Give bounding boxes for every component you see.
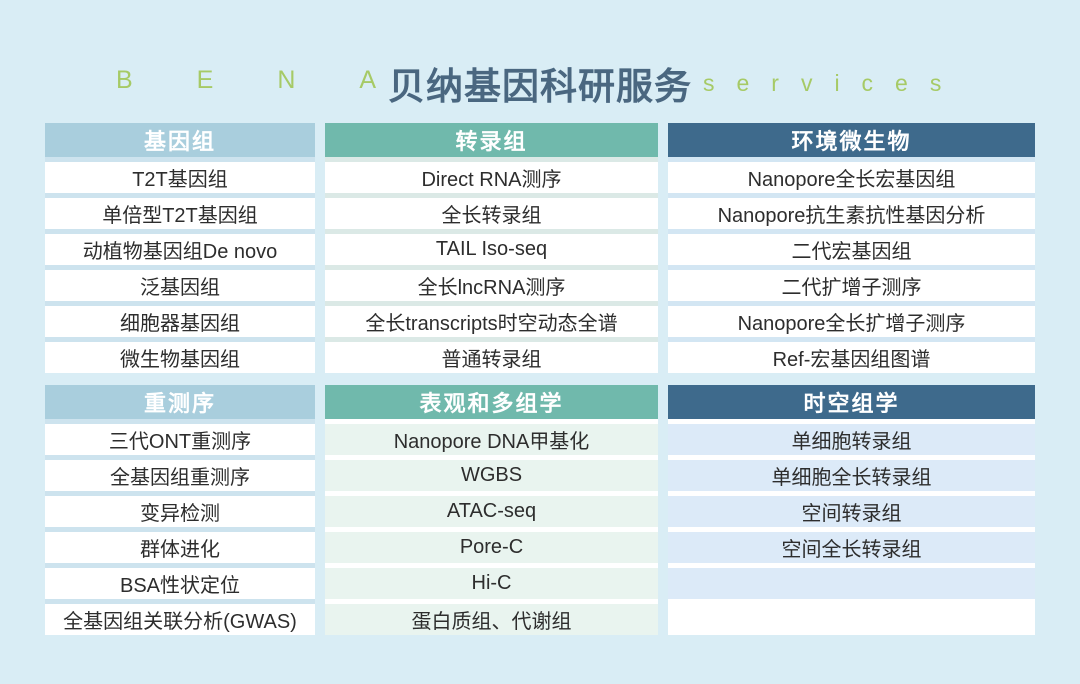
services-grid: 基因组 T2T基因组 单倍型T2T基因组 动植物基因组De novo 泛基因组细胞器基因… [45,123,1035,635]
service-item: 单细胞转录组 [668,424,1035,455]
service-item: 动植物基因组De novo [45,234,315,265]
section-header: 环境微生物 [668,123,1035,157]
section-resequencing: 重测序三代ONT重测序 全基因组重测序 变异检测群体进化 BSA性状定位 全基因组关联分… [45,385,315,635]
section-header: 重测序 [45,385,315,419]
service-item: ATAC-seq [325,496,658,527]
service-item: 三代ONT重测序 [45,424,315,455]
page-title: 贝纳基因科研服务 [388,66,692,107]
column-transcriptome: 转录组 Direct RNA测序 全长转录组 TAIL Iso-seq 全长lncRNA… [325,123,658,635]
service-item: 单细胞全长转录组 [668,460,1035,491]
service-item: T2T基因组 [45,162,315,193]
column-genome: 基因组 T2T基因组 单倍型T2T基因组 动植物基因组De novo 泛基因组细胞器基因… [45,123,315,635]
service-item: 变异检测 [45,496,315,527]
section-environmental-microbiome: 环境微生物 Nanopore全长宏基因组 Nanopore抗生素抗性基因分析 二代宏基… [668,123,1035,373]
service-item: 全基因组重测序 [45,460,315,491]
service-item: 蛋白质组、代谢组 [325,604,658,635]
service-item: 全长transcripts时空动态全谱 [325,306,658,337]
service-item: 空间全长转录组 [668,532,1035,563]
section-genome: 基因组 T2T基因组 单倍型T2T基因组 动植物基因组De novo 泛基因组细胞器基因… [45,123,315,373]
service-item: Nanopore抗生素抗性基因分析 [668,198,1035,229]
section-header: 基因组 [45,123,315,157]
service-item: Hi-C [325,568,658,599]
service-item: 全长lncRNA测序 [325,270,658,301]
service-item: 泛基因组 [45,270,315,301]
service-item: 细胞器基因组 [45,306,315,337]
brand-text-bena: BENA [116,66,441,94]
section-spatiotemporal-omics: 时空组学单细胞转录组 单细胞全长转录组 空间转录组空间全长转录组 [668,385,1035,635]
service-item: WGBS [325,460,658,491]
service-item: 群体进化 [45,532,315,563]
section-header: 表观和多组学 [325,385,658,419]
service-item: Pore-C [325,532,658,563]
service-item: Nanopore全长扩增子测序 [668,306,1035,337]
service-item: 二代宏基因组 [668,234,1035,265]
service-item: BSA性状定位 [45,568,315,599]
service-item: TAIL Iso-seq [325,234,658,265]
service-item: 普通转录组 [325,342,658,373]
column-environmental-microbiome: 环境微生物 Nanopore全长宏基因组 Nanopore抗生素抗性基因分析 二代宏基… [668,123,1035,635]
service-item: 全长转录组 [325,198,658,229]
service-item: 微生物基因组 [45,342,315,373]
service-item: Direct RNA测序 [325,162,658,193]
section-header: 时空组学 [668,385,1035,419]
service-item: 空间转录组 [668,496,1035,527]
section-epigenetics-multiomics: 表观和多组学 Nanopore DNA甲基化 WGBS ATAC-seq Pore-C H… [325,385,658,635]
service-item: Nanopore全长宏基因组 [668,162,1035,193]
service-item: Ref-宏基因组图谱 [668,342,1035,373]
service-item: 二代扩增子测序 [668,270,1035,301]
brand-text-services: services [703,70,964,96]
service-item: 全基因组关联分析(GWAS) [45,604,315,635]
service-item: Nanopore DNA甲基化 [325,424,658,455]
empty-row-stripe [668,568,1035,599]
section-header: 转录组 [325,123,658,157]
service-item: 单倍型T2T基因组 [45,198,315,229]
section-transcriptome: 转录组 Direct RNA测序 全长转录组 TAIL Iso-seq 全长lncRNA… [325,123,658,373]
